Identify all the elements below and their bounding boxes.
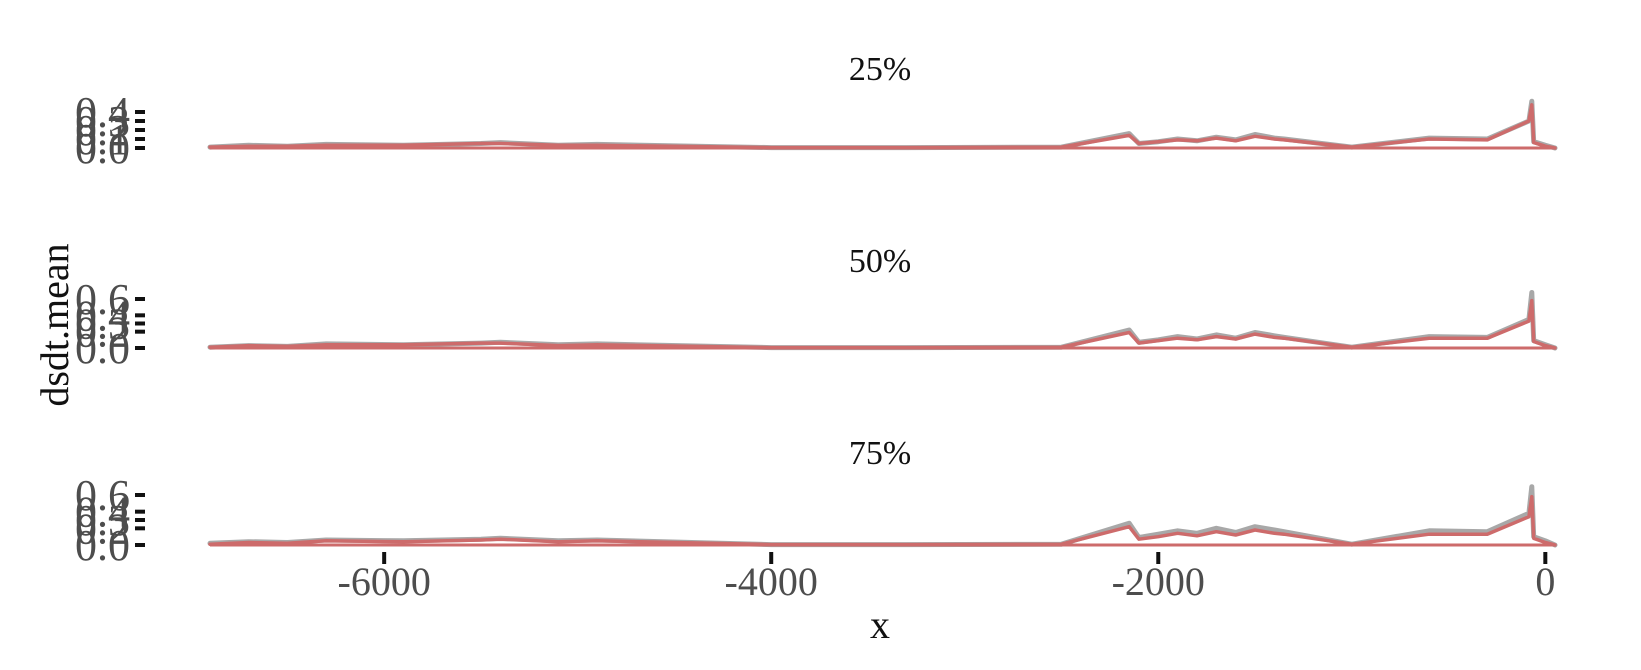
y-tick-label-p3-3: 0.4 xyxy=(75,488,130,537)
x-tick-label-3: 0 xyxy=(1535,559,1555,604)
y-tick-label-p2-1: 0.2 xyxy=(75,308,130,357)
x-axis-label: x xyxy=(870,602,890,647)
y-tick-label-p2-2: 0.3 xyxy=(75,300,130,349)
y-tick-label-p1-0: 0.0 xyxy=(75,124,130,173)
y-tick-label-p2-0: 0.0 xyxy=(75,324,130,373)
x-tick-label-2: -2000 xyxy=(1112,559,1205,604)
y-tick-label-p2-3: 0.4 xyxy=(75,291,130,340)
y-tick-label-p2-4: 0.6 xyxy=(75,275,130,324)
series-mean-p3 xyxy=(208,494,1557,547)
y-tick-label-p1-3: 0.3 xyxy=(75,97,130,146)
y-tick-label-p3-0: 0.0 xyxy=(75,521,130,570)
series-band-p1 xyxy=(207,98,1558,151)
x-tick-label-1: -4000 xyxy=(725,559,818,604)
panel-title-1: 25% xyxy=(849,51,911,88)
y-tick-label-p1-4: 0.4 xyxy=(75,88,130,137)
panel-title-3: 75% xyxy=(849,435,911,472)
y-tick-label-p1-2: 0.2 xyxy=(75,106,130,155)
y-tick-label-p3-1: 0.2 xyxy=(75,504,130,553)
y-tick-label-p3-2: 0.3 xyxy=(75,496,130,545)
series-mean-p2 xyxy=(208,298,1557,350)
series-band-p2 xyxy=(207,290,1558,351)
panel-title-2: 50% xyxy=(849,243,911,280)
y-tick-label-p3-4: 0.6 xyxy=(75,471,130,520)
series-band-p3 xyxy=(207,484,1558,548)
series-mean-p1 xyxy=(208,103,1557,150)
x-tick-label-0: -6000 xyxy=(338,559,431,604)
y-tick-label-p1-1: 0.1 xyxy=(75,115,130,164)
y-axis-label: dsdt.mean xyxy=(32,243,77,406)
